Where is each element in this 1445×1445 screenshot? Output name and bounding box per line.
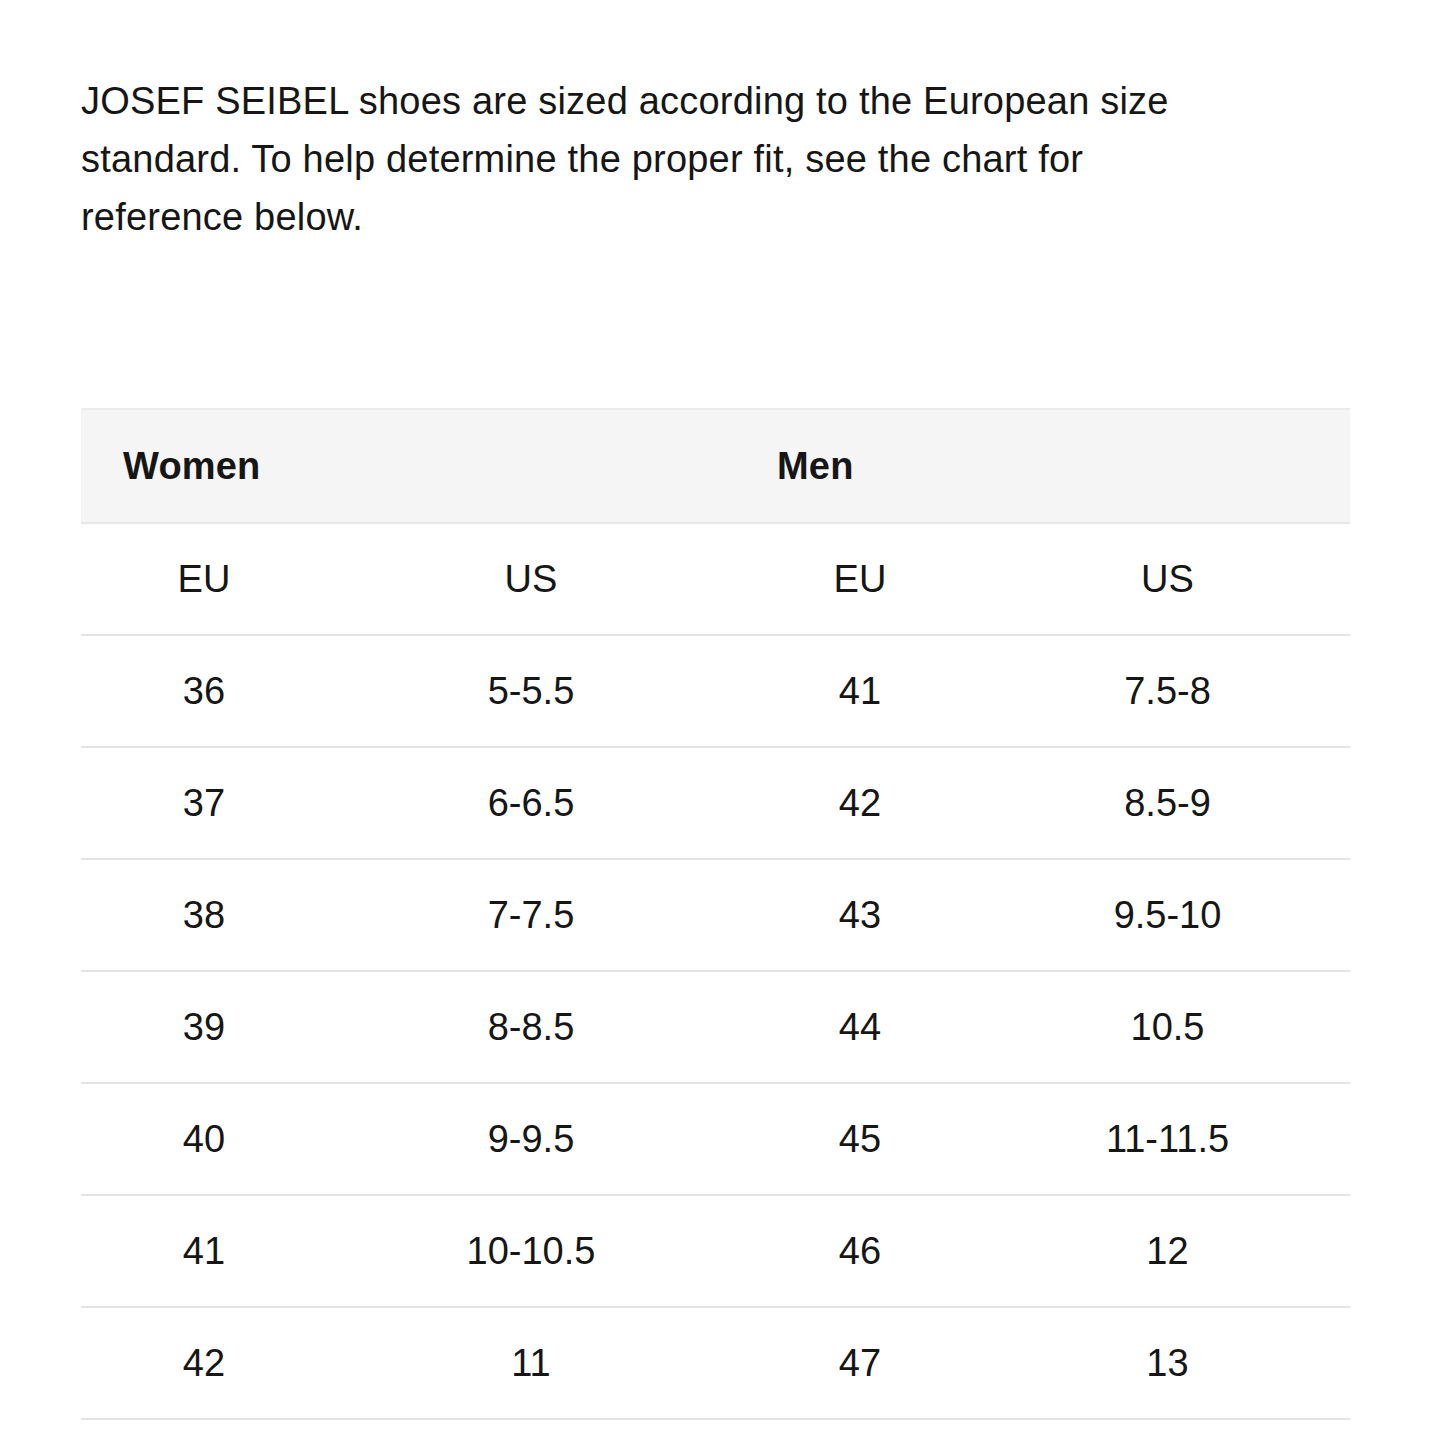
col-header-women-us: US <box>327 523 735 635</box>
size-cell-men-eu: 43 <box>735 859 985 971</box>
table-row: 39 8-8.5 44 10.5 <box>81 971 1350 1083</box>
size-cell-men-us: 11-11.5 <box>985 1083 1350 1195</box>
table-row: 37 6-6.5 42 8.5-9 <box>81 747 1350 859</box>
size-cell-women-eu: 40 <box>81 1083 327 1195</box>
col-header-men-us: US <box>985 523 1350 635</box>
table-row: 40 9-9.5 45 11-11.5 <box>81 1083 1350 1195</box>
size-cell-men-us: 10.5 <box>985 971 1350 1083</box>
intro-line: reference below. <box>81 188 1350 246</box>
size-cell-women-eu: 42 <box>81 1307 327 1419</box>
size-cell-women-eu: 36 <box>81 635 327 747</box>
group-header-women: Women <box>81 409 735 523</box>
size-cell-men-eu: 42 <box>735 747 985 859</box>
size-cell-women-us: 9-9.5 <box>327 1083 735 1195</box>
size-cell-women-us: 5-5.5 <box>327 635 735 747</box>
size-cell-men-eu: 47 <box>735 1307 985 1419</box>
size-cell-men-us: 9.5-10 <box>985 859 1350 971</box>
size-cell-men-us: 8.5-9 <box>985 747 1350 859</box>
group-header-men: Men <box>735 409 1350 523</box>
size-cell-women-eu: 38 <box>81 859 327 971</box>
size-cell-women-us: 10-10.5 <box>327 1195 735 1307</box>
size-cell-men-eu: 45 <box>735 1083 985 1195</box>
table-row: 41 10-10.5 46 12 <box>81 1195 1350 1307</box>
size-cell-men-eu: 46 <box>735 1195 985 1307</box>
size-cell-women-us: 11 <box>327 1307 735 1419</box>
table-row: 42 11 47 13 <box>81 1307 1350 1419</box>
size-cell-men-eu: 41 <box>735 635 985 747</box>
size-guide-page: JOSEF SEIBEL shoes are sized according t… <box>0 0 1445 1445</box>
intro-text: JOSEF SEIBEL shoes are sized according t… <box>81 72 1350 246</box>
size-cell-women-us: 8-8.5 <box>327 971 735 1083</box>
size-cell-men-eu: 44 <box>735 971 985 1083</box>
table-row: 38 7-7.5 43 9.5-10 <box>81 859 1350 971</box>
size-cell-women-eu: 37 <box>81 747 327 859</box>
intro-line: JOSEF SEIBEL shoes are sized according t… <box>81 72 1350 130</box>
size-cell-women-us: 6-6.5 <box>327 747 735 859</box>
size-cell-men-us: 13 <box>985 1307 1350 1419</box>
group-header-row: Women Men <box>81 409 1350 523</box>
intro-line: standard. To help determine the proper f… <box>81 130 1350 188</box>
size-chart-table: Women Men EU US EU US 36 5-5.5 41 7.5-8 … <box>81 408 1350 1420</box>
column-header-row: EU US EU US <box>81 523 1350 635</box>
col-header-men-eu: EU <box>735 523 985 635</box>
size-cell-women-eu: 41 <box>81 1195 327 1307</box>
table-row: 36 5-5.5 41 7.5-8 <box>81 635 1350 747</box>
size-cell-women-eu: 39 <box>81 971 327 1083</box>
size-cell-men-us: 12 <box>985 1195 1350 1307</box>
size-cell-men-us: 7.5-8 <box>985 635 1350 747</box>
col-header-women-eu: EU <box>81 523 327 635</box>
size-cell-women-us: 7-7.5 <box>327 859 735 971</box>
